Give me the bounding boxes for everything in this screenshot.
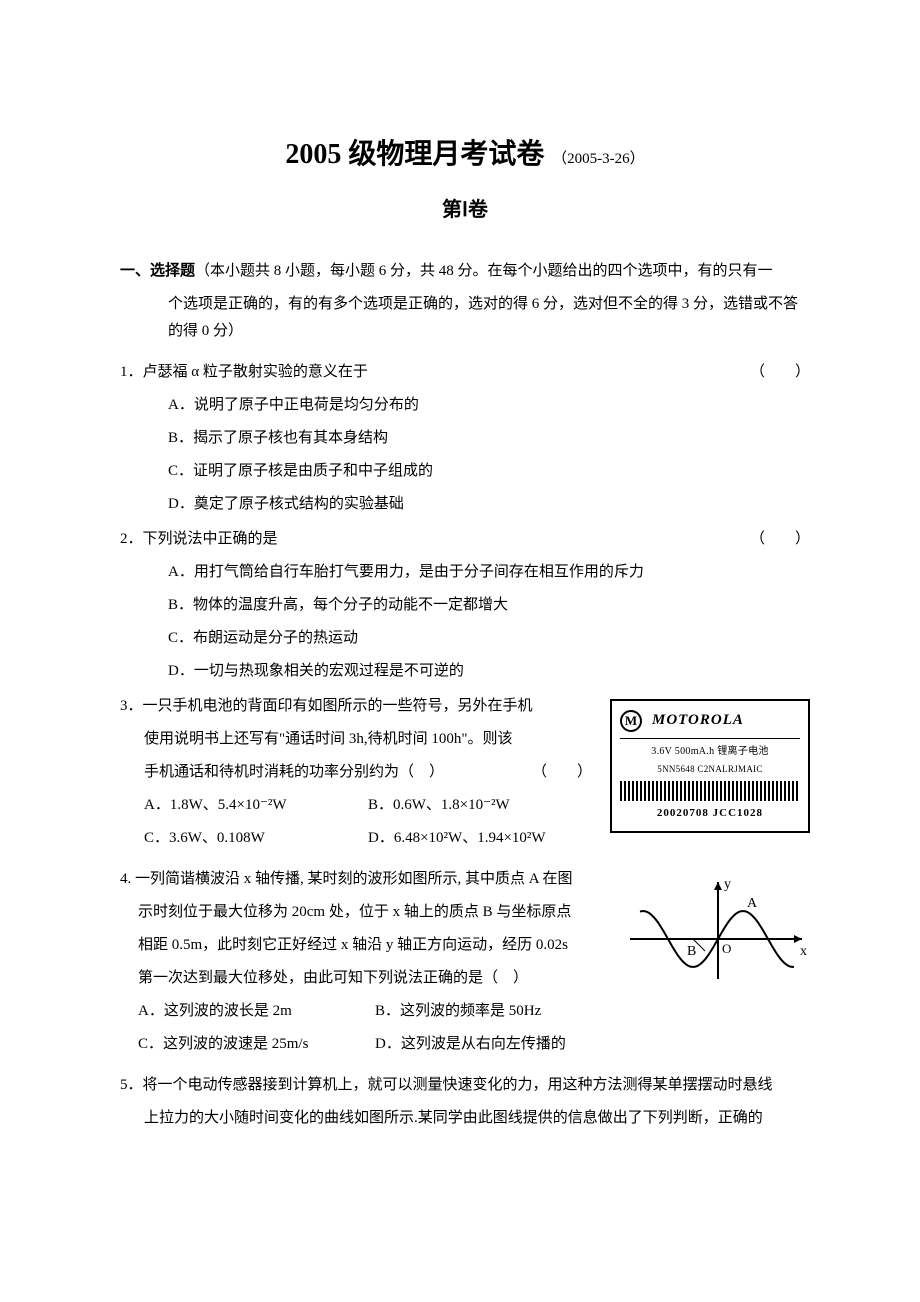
q4-stem-line2: 示时刻位于最大位移为 20cm 处，位于 x 轴上的质点 B 与坐标原点 xyxy=(138,899,612,926)
q4-opt-d: D．这列波是从右向左传播的 xyxy=(375,1031,612,1058)
battery-brand: MOTOROLA xyxy=(652,707,744,734)
q1-paren: （ ） xyxy=(750,359,810,386)
q3-opt-d: D．6.48×10²W、1.94×10²W xyxy=(368,825,592,852)
barcode-icon xyxy=(620,781,800,801)
q5-stem-line1: 5．将一个电动传感器接到计算机上，就可以测量快速变化的力，用这种方法测得某单摆摆… xyxy=(120,1072,810,1099)
main-title: 2005 级物理月考试卷 xyxy=(285,130,544,180)
q3-opt-a: A．1.8W、5.4×10⁻²W xyxy=(144,792,368,819)
battery-code: 5NN5648 C2NALRJMAIC xyxy=(620,761,800,777)
q1-opt-d: D．奠定了原子核式结构的实验基础 xyxy=(168,491,810,518)
battery-figure: M MOTOROLA 3.6V 500mA.h 锂离子电池 5NN5648 C2… xyxy=(610,693,810,833)
section-heading: 一、选择题（本小题共 8 小题，每小题 6 分，共 48 分。在每个小题给出的四… xyxy=(120,258,810,345)
q2-opt-d: D．一切与热现象相关的宏观过程是不可逆的 xyxy=(168,658,810,685)
q2-stem: 2．下列说法中正确的是 xyxy=(120,531,278,547)
section-heading-label: 一、选择题 xyxy=(120,263,195,279)
question-4: 4. 一列简谐横波沿 x 轴传播, 某时刻的波形如图所示, 其中质点 A 在图 … xyxy=(120,866,810,1064)
motorola-logo-icon: M xyxy=(620,710,642,732)
part-label: 第Ⅰ卷 xyxy=(120,192,810,228)
question-3: 3．一只手机电池的背面印有如图所示的一些符号，另外在手机 使用说明书上还写有"通… xyxy=(120,693,810,858)
q4-stem-line1: 4. 一列简谐横波沿 x 轴传播, 某时刻的波形如图所示, 其中质点 A 在图 xyxy=(120,866,612,893)
svg-text:B: B xyxy=(687,944,696,959)
q5-stem-line2: 上拉力的大小随时间变化的曲线如图所示.某同学由此图线提供的信息做出了下列判断，正… xyxy=(120,1105,810,1132)
svg-text:y: y xyxy=(724,877,731,892)
battery-spec: 3.6V 500mA.h 锂离子电池 xyxy=(620,743,800,761)
question-5: 5．将一个电动传感器接到计算机上，就可以测量快速变化的力，用这种方法测得某单摆摆… xyxy=(120,1072,810,1132)
title-date: （2005-3-26） xyxy=(552,151,645,167)
q2-opt-a: A．用打气筒给自行车胎打气要用力，是由于分子间存在相互作用的斥力 xyxy=(168,559,810,586)
q4-stem-line4: 第一次达到最大位移处，由此可知下列说法正确的是（ ） xyxy=(138,965,612,992)
wave-graph-icon: A B Ox y xyxy=(630,874,810,984)
q4-stem-line3: 相距 0.5m，此时刻它正好经过 x 轴沿 y 轴正方向运动，经历 0.02s xyxy=(138,932,612,959)
question-1: 1．卢瑟福 α 粒子散射实验的意义在于 （ ） A．说明了原子中正电荷是均匀分布… xyxy=(120,359,810,518)
question-2: 2．下列说法中正确的是 （ ） A．用打气筒给自行车胎打气要用力，是由于分子间存… xyxy=(120,526,810,685)
section-heading-desc: （本小题共 8 小题，每小题 6 分，共 48 分。在每个小题给出的四个选项中，… xyxy=(195,263,773,279)
q4-opt-c: C．这列波的波速是 25m/s xyxy=(138,1031,375,1058)
svg-text:A: A xyxy=(747,896,758,911)
q3-stem-line1: 3．一只手机电池的背面印有如图所示的一些符号，另外在手机 xyxy=(120,693,592,720)
q4-opt-b: B．这列波的频率是 50Hz xyxy=(375,998,612,1025)
q3-stem-line3: 手机通话和待机时消耗的功率分别约为（ ） xyxy=(144,764,444,780)
wave-figure: A B Ox y xyxy=(630,874,810,994)
q1-opt-b: B．揭示了原子核也有其本身结构 xyxy=(168,425,810,452)
title-block: 2005 级物理月考试卷 （2005-3-26） 第Ⅰ卷 xyxy=(120,130,810,228)
q2-opt-b: B．物体的温度升高，每个分子的动能不一定都增大 xyxy=(168,592,810,619)
q2-paren: （ ） xyxy=(750,526,810,553)
q1-stem: 1．卢瑟福 α 粒子散射实验的意义在于 xyxy=(120,364,368,380)
section-heading-cont: 个选项是正确的，有的有多个选项是正确的，选对的得 6 分，选对但不全的得 3 分… xyxy=(120,291,810,345)
svg-text:O: O xyxy=(722,941,731,956)
q4-opt-a: A．这列波的波长是 2m xyxy=(138,998,375,1025)
q3-opt-c: C．3.6W、0.108W xyxy=(144,825,368,852)
q2-opt-c: C．布朗运动是分子的热运动 xyxy=(168,625,810,652)
q1-opt-a: A．说明了原子中正电荷是均匀分布的 xyxy=(168,392,810,419)
svg-text:x: x xyxy=(800,944,807,959)
q3-opt-b: B．0.6W、1.8×10⁻²W xyxy=(368,792,592,819)
q3-stem-line2: 使用说明书上还写有"通话时间 3h,待机时间 100h"。则该 xyxy=(144,726,592,753)
battery-date: 20020708 JCC1028 xyxy=(620,804,800,824)
q1-opt-c: C．证明了原子核是由质子和中子组成的 xyxy=(168,458,810,485)
q3-paren: （ ） xyxy=(532,759,592,786)
